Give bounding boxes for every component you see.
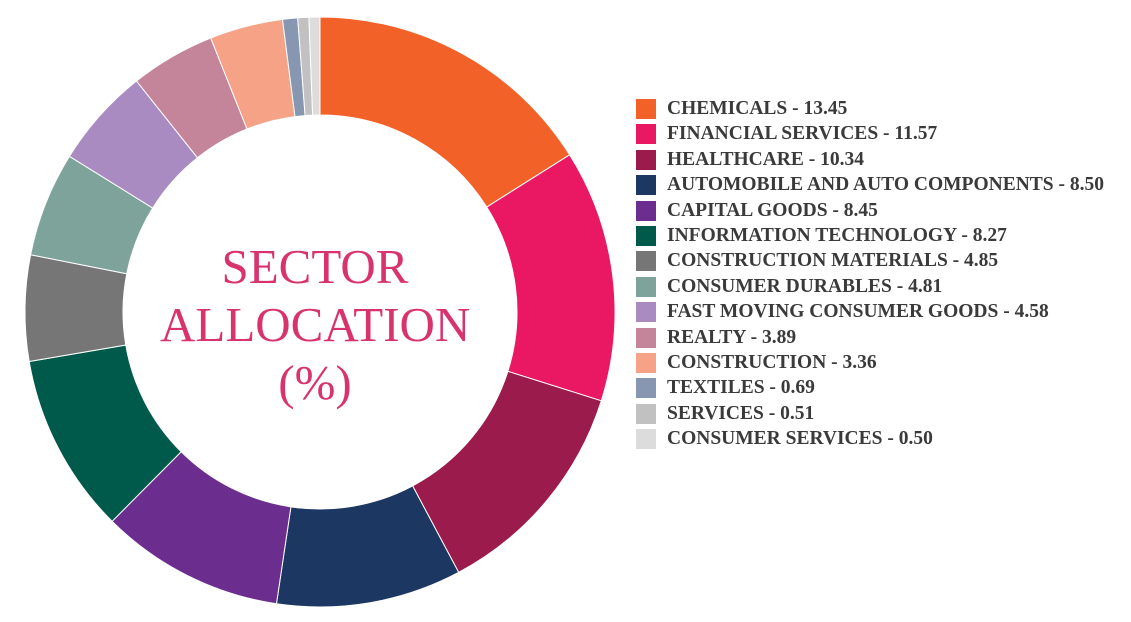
donut-slice-consumer-services [308, 16, 321, 116]
legend-item: CAPITAL GOODS - 8.45 [636, 198, 1131, 223]
legend-item: CONSUMER SERVICES - 0.50 [636, 426, 1131, 451]
legend-item: INFORMATION TECHNOLOGY - 8.27 [636, 223, 1131, 248]
legend-swatch [636, 302, 656, 323]
legend-item: HEALTHCARE - 10.34 [636, 147, 1131, 172]
legend-swatch [636, 327, 656, 348]
legend-swatch [636, 99, 656, 119]
legend-label: CAPITAL GOODS - 8.45 [667, 199, 878, 221]
center-title-line-1: SECTOR [221, 239, 409, 294]
legend-item: CHEMICALS - 13.45 [636, 96, 1131, 121]
legend-label: FAST MOVING CONSUMER GOODS - 4.58 [667, 301, 1049, 323]
legend-label: CONSTRUCTION MATERIALS - 4.85 [667, 250, 999, 272]
legend-swatch [636, 429, 656, 450]
legend-label: CONSUMER DURABLES - 4.81 [667, 275, 943, 297]
legend-label: CONSTRUCTION - 3.36 [667, 352, 877, 374]
legend-swatch [636, 251, 656, 272]
legend-label: TEXTILES - 0.69 [667, 377, 815, 399]
legend-swatch [636, 276, 656, 297]
legend-swatch [636, 175, 656, 196]
legend-swatch [636, 378, 656, 399]
legend-item: FINANCIAL SERVICES - 11.57 [636, 121, 1131, 146]
legend-label: REALTY - 3.89 [667, 326, 797, 348]
chart-legend: CHEMICALS - 13.45 FINANCIAL SERVICES - 11… [636, 96, 1131, 452]
legend-swatch [636, 226, 656, 247]
legend-swatch [636, 200, 656, 221]
legend-item: SERVICES - 0.51 [636, 401, 1131, 426]
legend-item: FAST MOVING CONSUMER GOODS - 4.58 [636, 299, 1131, 324]
legend-label: INFORMATION TECHNOLOGY - 8.27 [667, 225, 1007, 247]
center-title-line-3: (%) [278, 355, 352, 410]
legend-label: CHEMICALS - 13.45 [667, 98, 848, 119]
legend-label: FINANCIAL SERVICES - 11.57 [667, 123, 938, 145]
legend-label: HEALTHCARE - 10.34 [667, 148, 865, 170]
legend-item: CONSUMER DURABLES - 4.81 [636, 274, 1131, 299]
legend-swatch [636, 403, 656, 424]
legend-label: SERVICES - 0.51 [667, 402, 815, 424]
legend-swatch [636, 353, 656, 374]
center-title-line-2: ALLOCATION [160, 297, 471, 352]
legend-item: AUTOMOBILE AND AUTO COMPONENTS - 8.50 [636, 172, 1131, 197]
legend-item: REALTY - 3.89 [636, 325, 1131, 350]
legend-item: CONSTRUCTION MATERIALS - 4.85 [636, 248, 1131, 273]
legend-label: AUTOMOBILE AND AUTO COMPONENTS - 8.50 [667, 174, 1104, 196]
donut-chart [24, 16, 616, 608]
legend-item: CONSTRUCTION - 3.36 [636, 350, 1131, 375]
legend-swatch [636, 149, 656, 170]
legend-item: TEXTILES - 0.69 [636, 375, 1131, 400]
legend-swatch [636, 124, 656, 145]
legend-label: CONSUMER SERVICES - 0.50 [667, 428, 933, 450]
donut-center-title: SECTOR ALLOCATION (%) [160, 238, 470, 412]
